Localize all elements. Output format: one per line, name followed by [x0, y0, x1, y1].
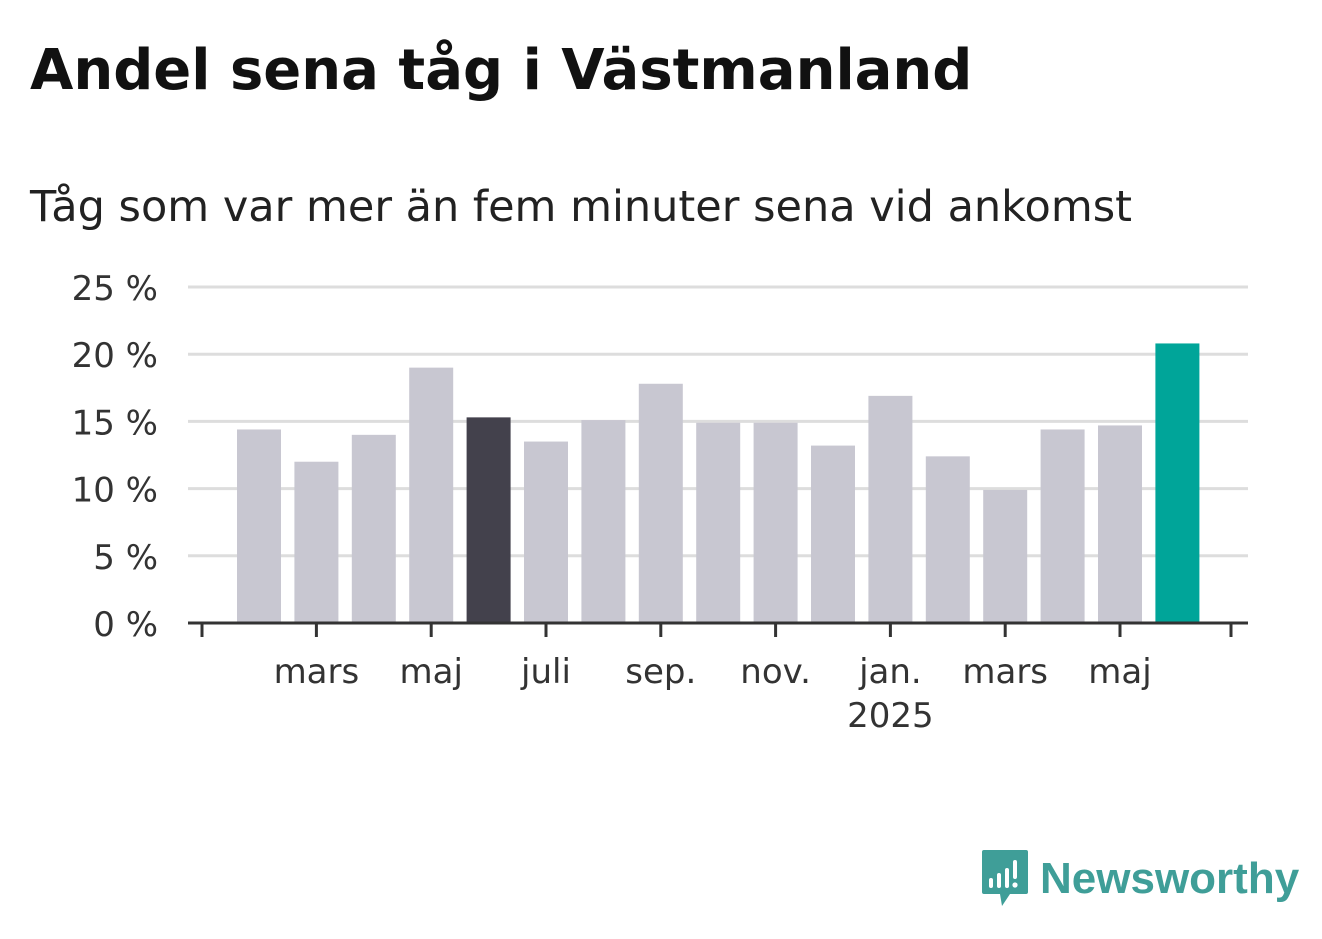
bar — [237, 429, 281, 623]
x-tick-label: nov. — [740, 652, 811, 692]
x-tick-label: mars — [274, 652, 360, 692]
bar — [868, 395, 913, 623]
x-tick-label: maj — [399, 652, 462, 692]
bar — [524, 441, 568, 623]
x-tick-sublabel: 2025 — [847, 696, 934, 736]
bar — [409, 367, 454, 623]
bar — [294, 461, 339, 623]
bar — [1040, 429, 1085, 623]
y-tick-label: 10 % — [72, 471, 158, 511]
x-tick-label: mars — [962, 652, 1048, 692]
x-tick-label: sep. — [625, 652, 696, 692]
y-tick-label: 25 % — [72, 269, 158, 309]
bar-chart: 0 %5 %10 %15 %20 %25 % mars maj juli sep. no… — [72, 269, 1248, 736]
bars — [237, 343, 1200, 623]
y-tick-label: 20 % — [72, 336, 158, 376]
bar — [811, 445, 855, 623]
x-tick-label: maj — [1088, 652, 1151, 692]
bar — [925, 456, 970, 623]
chart-subtitle: Tåg som var mer än fem minuter sena vid … — [30, 182, 1133, 232]
chart-title: Andel sena tåg i Västmanland — [30, 38, 973, 103]
bar — [638, 383, 683, 623]
x-tick-label: juli — [520, 652, 571, 692]
bar — [1098, 425, 1142, 623]
x-tick-label: jan. — [858, 652, 922, 692]
bar — [351, 434, 396, 623]
x-axis — [188, 621, 1248, 637]
bar — [1155, 343, 1200, 623]
bar — [983, 489, 1028, 623]
bar — [581, 420, 626, 623]
bar — [753, 422, 798, 623]
brand-name: Newsworthy — [1040, 854, 1300, 903]
y-tick-label: 15 % — [72, 403, 158, 443]
bar — [466, 417, 511, 623]
y-tick-label: 5 % — [93, 538, 158, 578]
bar — [696, 422, 741, 623]
y-tick-label: 0 % — [93, 605, 158, 645]
newsworthy-logo-icon — [982, 850, 1028, 906]
newsworthy-logo: Newsworthy — [980, 848, 1299, 910]
y-axis-labels: 0 % 5 % 10 % 15 % 20 % 25 % — [72, 269, 158, 645]
